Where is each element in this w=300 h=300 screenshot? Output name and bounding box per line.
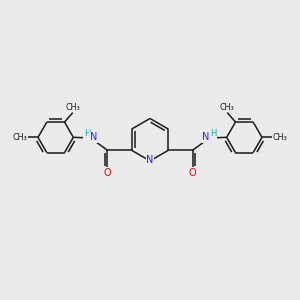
- Text: CH₃: CH₃: [272, 133, 287, 142]
- Text: N: N: [146, 155, 154, 165]
- Text: N: N: [202, 132, 210, 142]
- Text: CH₃: CH₃: [13, 133, 28, 142]
- Text: CH₃: CH₃: [219, 103, 234, 112]
- Text: H: H: [210, 129, 216, 138]
- Text: CH₃: CH₃: [66, 103, 81, 112]
- Text: N: N: [90, 132, 98, 142]
- Text: O: O: [104, 168, 111, 178]
- Text: O: O: [189, 168, 196, 178]
- Text: H: H: [84, 129, 90, 138]
